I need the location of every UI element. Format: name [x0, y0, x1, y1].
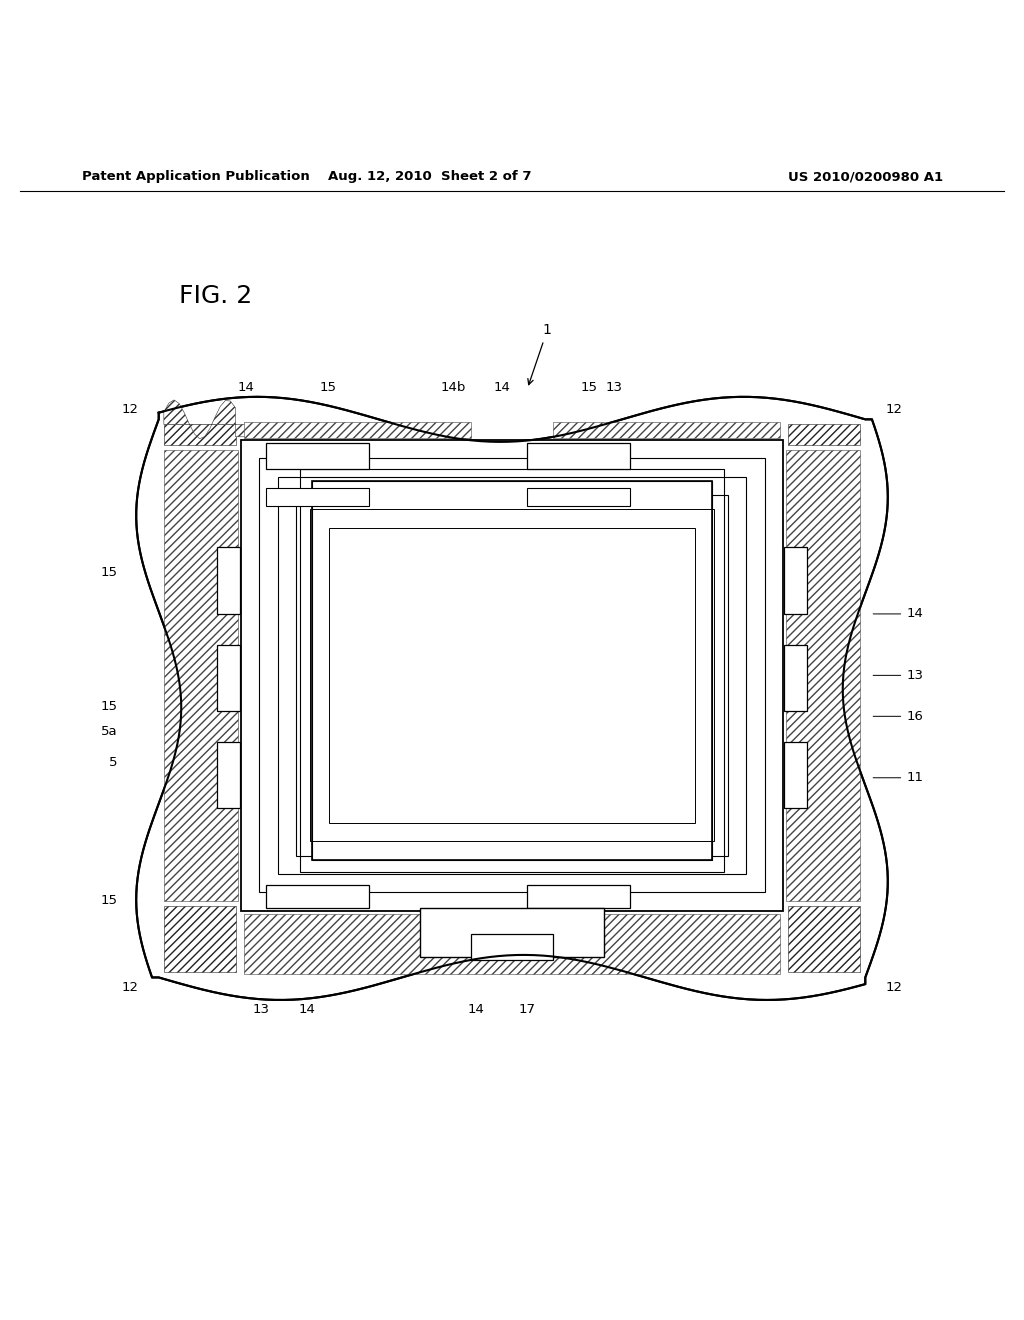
Text: 12: 12 — [886, 981, 903, 994]
Text: 11: 11 — [873, 771, 924, 784]
Polygon shape — [788, 906, 860, 973]
Bar — [784, 742, 807, 808]
Bar — [527, 488, 630, 507]
Text: 13: 13 — [873, 669, 924, 682]
Text: 15: 15 — [319, 380, 336, 393]
Polygon shape — [164, 400, 466, 438]
Text: 5a: 5a — [101, 725, 118, 738]
Bar — [329, 528, 695, 822]
Bar — [784, 548, 807, 614]
Polygon shape — [244, 913, 780, 974]
Bar — [259, 458, 765, 892]
Polygon shape — [164, 425, 236, 445]
Bar — [471, 935, 553, 960]
Text: 14: 14 — [299, 1003, 315, 1016]
Text: 1: 1 — [527, 323, 552, 384]
Bar — [527, 444, 630, 469]
Polygon shape — [244, 422, 471, 438]
Text: 15: 15 — [100, 894, 118, 907]
Text: 5: 5 — [110, 756, 118, 768]
Text: 13: 13 — [253, 1003, 269, 1016]
Polygon shape — [786, 450, 860, 900]
Bar — [266, 886, 369, 908]
Polygon shape — [164, 450, 238, 900]
Bar — [217, 548, 240, 614]
Text: 15: 15 — [581, 380, 597, 393]
Text: Aug. 12, 2010  Sheet 2 of 7: Aug. 12, 2010 Sheet 2 of 7 — [329, 170, 531, 183]
Text: US 2010/0200980 A1: US 2010/0200980 A1 — [788, 170, 943, 183]
Text: 13: 13 — [606, 380, 623, 393]
Text: 16: 16 — [873, 710, 923, 723]
Text: 14: 14 — [873, 607, 923, 620]
Text: 12: 12 — [121, 981, 138, 994]
Text: 14b: 14b — [440, 380, 466, 393]
Text: 17: 17 — [519, 1003, 536, 1016]
Bar — [278, 477, 746, 874]
Bar — [420, 908, 604, 957]
Text: FIG. 2: FIG. 2 — [179, 285, 253, 309]
Bar — [300, 469, 724, 873]
Bar — [312, 480, 712, 859]
Text: 12: 12 — [886, 403, 903, 416]
Text: 12: 12 — [121, 403, 138, 416]
Bar — [527, 886, 630, 908]
Text: 14: 14 — [238, 380, 254, 393]
Text: 15: 15 — [100, 700, 118, 713]
Bar — [266, 488, 369, 507]
Text: 15: 15 — [100, 566, 118, 579]
Bar — [241, 440, 783, 911]
Text: 14: 14 — [468, 1003, 484, 1016]
Polygon shape — [164, 906, 236, 973]
Polygon shape — [553, 422, 780, 438]
Bar — [312, 480, 712, 859]
Text: 14: 14 — [494, 380, 510, 393]
Polygon shape — [788, 425, 860, 445]
Text: Patent Application Publication: Patent Application Publication — [82, 170, 309, 183]
Polygon shape — [136, 397, 888, 1001]
Bar — [217, 742, 240, 808]
Bar — [217, 644, 240, 711]
Bar — [784, 644, 807, 711]
Bar — [310, 510, 714, 841]
Bar — [266, 444, 369, 469]
Bar — [296, 495, 728, 855]
